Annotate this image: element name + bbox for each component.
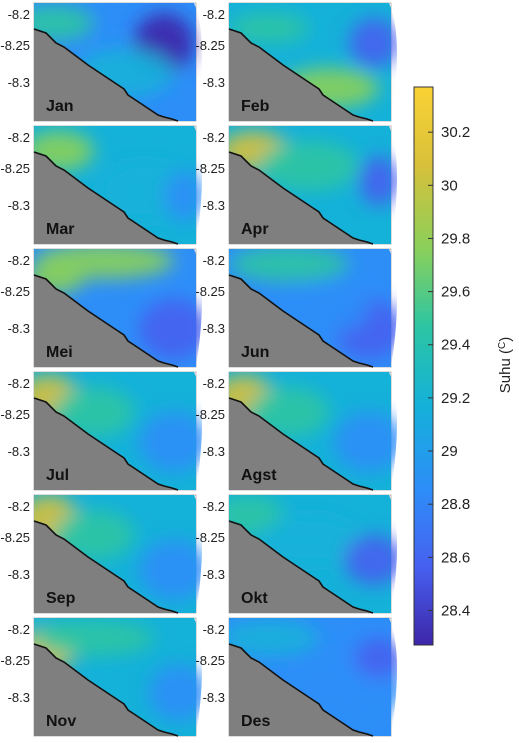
- sst-blob: [139, 299, 209, 359]
- colorbar-label: Suhu (C): [497, 337, 514, 393]
- latitude-tick-label: -8.2: [8, 622, 30, 637]
- latitude-tick-label: -8.2: [8, 253, 30, 268]
- colorbar-tick-label: 29: [441, 443, 458, 460]
- latitude-tick-label: -8.25: [195, 284, 225, 299]
- latitude-tick-label: -8.3: [203, 321, 225, 336]
- latitude-tick-label: -8.25: [0, 284, 30, 299]
- latitude-tick-label: -8.3: [8, 690, 30, 705]
- month-label: Jun: [241, 344, 269, 361]
- latitude-tick-label: -8.2: [8, 130, 30, 145]
- latitude-tick-label: -8.25: [195, 530, 225, 545]
- month-label: Okt: [241, 590, 268, 607]
- sst-blob: [229, 246, 349, 282]
- month-label: Des: [241, 713, 270, 730]
- latitude-tick-label: -8.2: [203, 130, 225, 145]
- latitude-tick-label: -8.25: [195, 653, 225, 668]
- colorbar-tick-label: 29.8: [441, 230, 470, 247]
- month-label: Mar: [46, 221, 74, 238]
- colorbar-label-close: ): [497, 337, 514, 342]
- sst-blob: [334, 412, 404, 472]
- colorbar-label-superscript: C: [497, 342, 508, 349]
- colorbar-tick-label: 29.4: [441, 337, 470, 354]
- latitude-tick-label: -8.2: [8, 376, 30, 391]
- latitude-tick-label: -8.2: [203, 7, 225, 22]
- month-panel-jun: Jun -8.2 -8.25 -8.3: [195, 246, 404, 367]
- sst-blob: [164, 171, 204, 221]
- month-label: Jan: [46, 98, 74, 115]
- sst-blob: [354, 638, 404, 678]
- month-panel-des: Des -8.2 -8.25 -8.3: [195, 618, 404, 736]
- latitude-tick-label: -8.25: [195, 38, 225, 53]
- month-panel-apr: Apr -8.2 -8.25 -8.3: [195, 126, 399, 244]
- month-label: Nov: [46, 713, 76, 730]
- sst-blob: [359, 156, 399, 206]
- latitude-tick-label: -8.25: [0, 407, 30, 422]
- latitude-tick-label: -8.3: [203, 75, 225, 90]
- sst-blob: [349, 18, 399, 68]
- month-panel-jan: Jan -8.2 -8.25 -8.3: [0, 3, 196, 121]
- month-panel-nov: Nov -8.2 -8.25 -8.3: [0, 618, 209, 736]
- sst-blob: [34, 620, 154, 656]
- colorbar-tick-label: 30: [441, 177, 458, 194]
- colorbar-tick-label: 29.2: [441, 390, 470, 407]
- month-label: Feb: [241, 98, 270, 115]
- sst-blob: [139, 540, 209, 600]
- latitude-tick-label: -8.25: [0, 161, 30, 176]
- latitude-tick-label: -8.3: [8, 567, 30, 582]
- latitude-tick-label: -8.2: [203, 253, 225, 268]
- sst-blob: [149, 665, 209, 721]
- monthly-panels: Jan -8.2 -8.25 -8.3 Feb -8.2 -8.25 -8.3 Mar -8.2 -…: [0, 3, 404, 736]
- latitude-tick-label: -8.25: [0, 530, 30, 545]
- month-panel-mei: Mei -8.2 -8.25 -8.3: [0, 243, 209, 367]
- sst-blob: [344, 535, 404, 585]
- colorbar-tick-label: 28.8: [441, 496, 470, 513]
- latitude-tick-label: -8.25: [0, 38, 30, 53]
- colorbar-label-text: Suhu (: [497, 349, 514, 393]
- month-panel-okt: Okt -8.2 -8.25 -8.3: [195, 495, 404, 613]
- latitude-tick-label: -8.3: [203, 444, 225, 459]
- latitude-tick-label: -8.3: [8, 444, 30, 459]
- month-label: Apr: [241, 221, 269, 238]
- latitude-tick-label: -8.3: [203, 198, 225, 213]
- colorbar-tick-label: 29.6: [441, 284, 470, 301]
- month-panel-mar: Mar -8.2 -8.25 -8.3: [0, 126, 204, 244]
- month-panel-sep: Sep -8.2 -8.25 -8.3: [0, 495, 209, 613]
- latitude-tick-label: -8.2: [203, 622, 225, 637]
- month-panel-feb: Feb -8.2 -8.25 -8.3: [195, 3, 399, 121]
- colorbar-ticks: 30.2 30 29.8 29.6 29.4 29.2 29 28.8 28.6 28.4: [428, 124, 470, 619]
- colorbar-tick-label: 30.2: [441, 124, 470, 141]
- latitude-tick-label: -8.2: [8, 7, 30, 22]
- latitude-tick-label: -8.3: [8, 321, 30, 336]
- month-label: Sep: [46, 590, 76, 607]
- month-label: Mei: [46, 344, 73, 361]
- month-panel-jul: Jul -8.2 -8.25 -8.3: [0, 372, 209, 490]
- month-label: Agst: [241, 467, 277, 484]
- colorbar-gradient: [414, 87, 433, 645]
- colorbar-tick-label: 28.6: [441, 549, 470, 566]
- month-label: Jul: [46, 467, 69, 484]
- month-panel-agst: Agst -8.2 -8.25 -8.3: [195, 372, 404, 490]
- latitude-tick-label: -8.25: [195, 161, 225, 176]
- latitude-tick-label: -8.2: [203, 499, 225, 514]
- latitude-tick-label: -8.3: [203, 567, 225, 582]
- latitude-tick-label: -8.3: [8, 75, 30, 90]
- latitude-tick-label: -8.3: [203, 690, 225, 705]
- colorbar: 30.2 30 29.8 29.6 29.4 29.2 29 28.8 28.6 28.4 Suh…: [414, 87, 514, 645]
- latitude-tick-label: -8.25: [0, 653, 30, 668]
- latitude-tick-label: -8.2: [203, 376, 225, 391]
- colorbar-tick-label: 28.4: [441, 602, 470, 619]
- latitude-tick-label: -8.25: [195, 407, 225, 422]
- latitude-tick-label: -8.2: [8, 499, 30, 514]
- latitude-tick-label: -8.3: [8, 198, 30, 213]
